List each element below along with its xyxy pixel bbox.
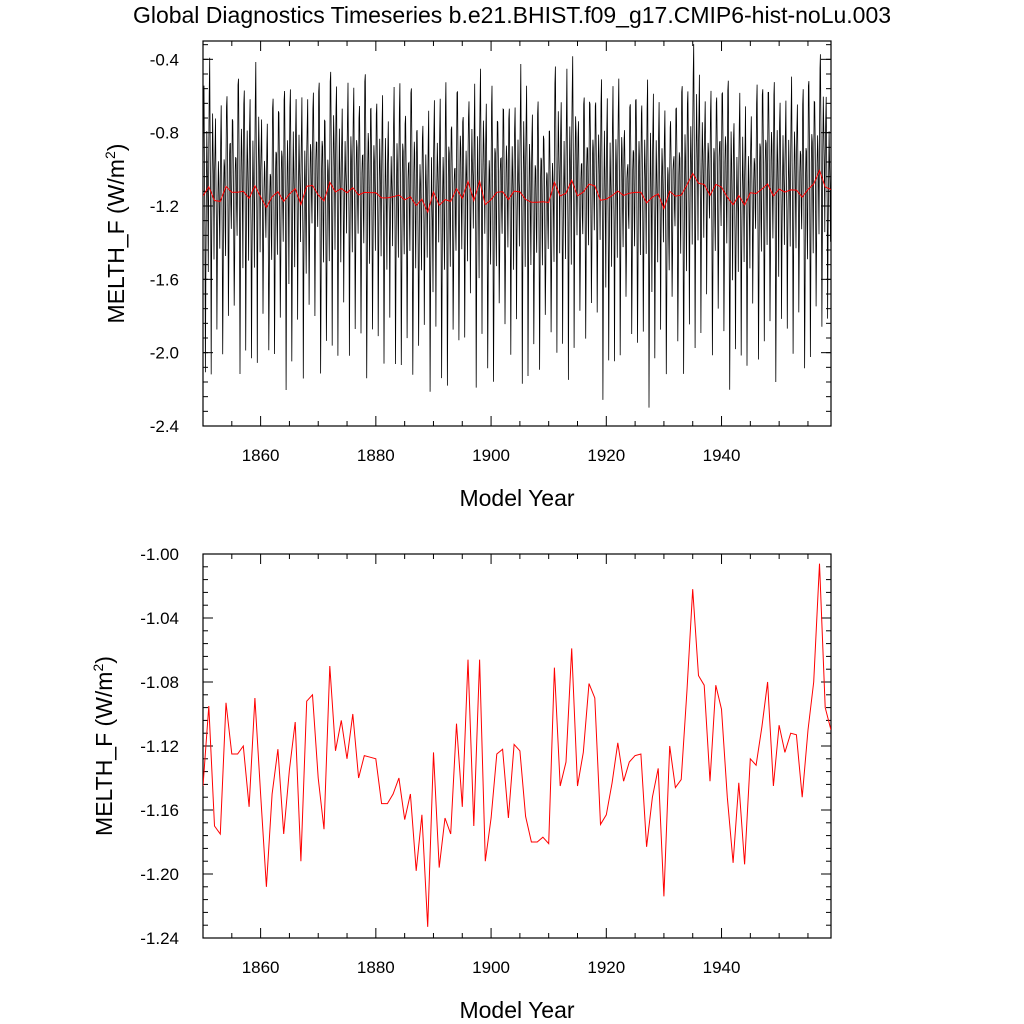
y-tick-label: -1.16 <box>140 801 179 820</box>
y-tick-label: -2.0 <box>150 344 179 363</box>
y-tick-label: -1.24 <box>140 929 179 948</box>
y-tick-label: -0.4 <box>150 50 179 69</box>
y-tick-label: -1.12 <box>140 737 179 756</box>
annual-mean-series-line <box>203 169 831 214</box>
x-tick-label: 1880 <box>357 446 395 465</box>
top-panel: 1860 1880 1900 1920 1940 -0.4 -0.8 -1.2 -1.6 -2.0… <box>102 40 832 511</box>
y-tick-label: -1.00 <box>140 545 179 564</box>
plot-frame <box>202 40 832 427</box>
x-tick-label: 1940 <box>703 958 741 977</box>
bottom-panel: 1860 1880 1900 1920 1940 -1.00 -1.04 -1.08 -1.12… <box>90 545 832 1023</box>
x-axis-label: Model Year <box>459 997 574 1023</box>
y-tick-label: -1.2 <box>150 197 179 216</box>
y-tick-label: -1.6 <box>150 270 179 289</box>
y-axis-label: MELTH_F (W/m2) <box>90 656 117 836</box>
x-tick-label: 1920 <box>587 958 625 977</box>
x-tick-label: 1920 <box>587 446 625 465</box>
plot-area <box>203 563 831 927</box>
x-tick-label: 1940 <box>703 446 741 465</box>
y-tick-label: -1.08 <box>140 673 179 692</box>
plot-frame <box>202 553 832 939</box>
x-tick-label: 1860 <box>242 958 280 977</box>
y-tick-label: -2.4 <box>150 417 179 436</box>
y-tick-label: -1.20 <box>140 865 179 884</box>
y-axis-label: MELTH_F (W/m2) <box>102 144 129 324</box>
x-axis-label: Model Year <box>459 485 574 511</box>
annual-mean-series-line <box>203 563 831 927</box>
y-tick-label: -0.8 <box>150 124 179 143</box>
x-tick-label: 1900 <box>472 446 510 465</box>
x-tick-label: 1900 <box>472 958 510 977</box>
plot-area <box>203 44 831 408</box>
x-tick-label: 1880 <box>357 958 395 977</box>
x-tick-label: 1860 <box>242 446 280 465</box>
chart-title: Global Diagnostics Timeseries b.e21.BHIS… <box>132 2 892 28</box>
monthly-series-line <box>203 44 831 408</box>
y-tick-label: -1.04 <box>140 609 179 628</box>
